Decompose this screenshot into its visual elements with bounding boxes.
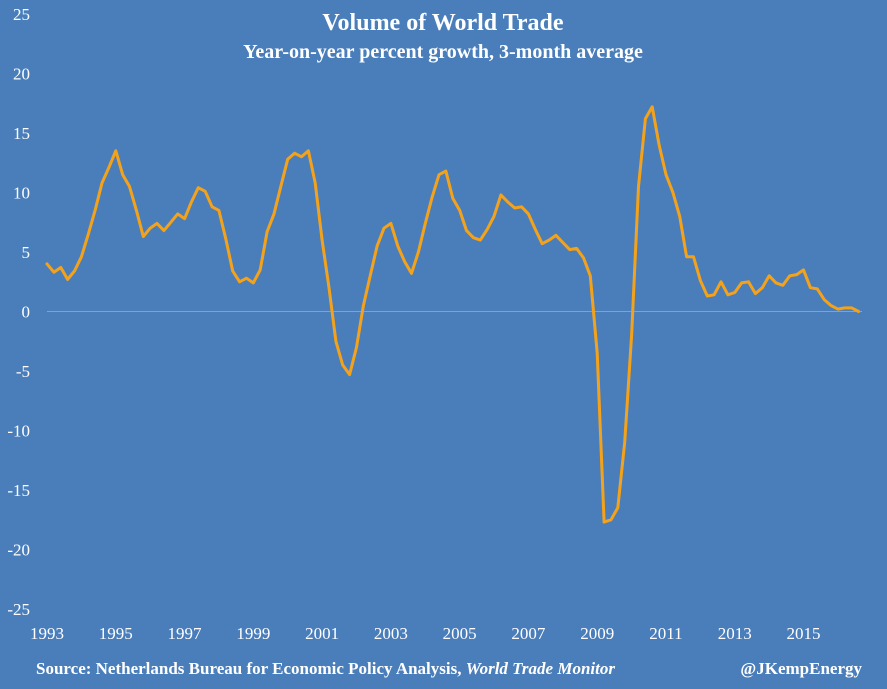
y-tick-label: -15 (7, 481, 30, 500)
y-tick-label: -25 (7, 600, 30, 619)
x-tick-label: 2011 (649, 624, 682, 643)
x-tick-label: 2013 (718, 624, 752, 643)
y-tick-label: 10 (13, 184, 30, 203)
x-tick-label: 1999 (236, 624, 270, 643)
source-text: Source: Netherlands Bureau for Economic … (36, 659, 466, 678)
y-tick-label: 5 (22, 243, 31, 262)
source-note: Source: Netherlands Bureau for Economic … (36, 659, 615, 678)
chart-subtitle: Year-on-year percent growth, 3-month ave… (243, 41, 643, 63)
x-tick-label: 2003 (374, 624, 408, 643)
y-tick-label: 20 (13, 65, 30, 84)
y-tick-label: 15 (13, 124, 30, 143)
x-tick-label: 2001 (305, 624, 339, 643)
x-tick-label: 2007 (511, 624, 546, 643)
series-line (45, 105, 861, 524)
y-axis-ticks: 25 20 15 10 5 0 -5 -10 -15 -20 -25 (7, 5, 30, 619)
y-tick-label: -10 (7, 422, 30, 441)
x-tick-label: 2009 (580, 624, 614, 643)
y-tick-label: -20 (7, 541, 30, 560)
y-tick-label: 25 (13, 5, 30, 24)
x-axis-ticks: 1993 1995 1997 1999 2001 2003 2005 2007 2009 2011… (30, 624, 821, 643)
x-tick-label: 1993 (30, 624, 64, 643)
x-tick-label: 2015 (787, 624, 821, 643)
x-tick-label: 1995 (99, 624, 133, 643)
source-publication: World Trade Monitor (466, 659, 616, 678)
y-tick-label: 0 (22, 303, 31, 322)
x-tick-label: 2005 (443, 624, 477, 643)
chart-title: Volume of World Trade (322, 10, 563, 36)
credit-handle: @JKempEnergy (740, 659, 862, 678)
y-tick-label: -5 (16, 362, 30, 381)
x-tick-label: 1997 (168, 624, 203, 643)
